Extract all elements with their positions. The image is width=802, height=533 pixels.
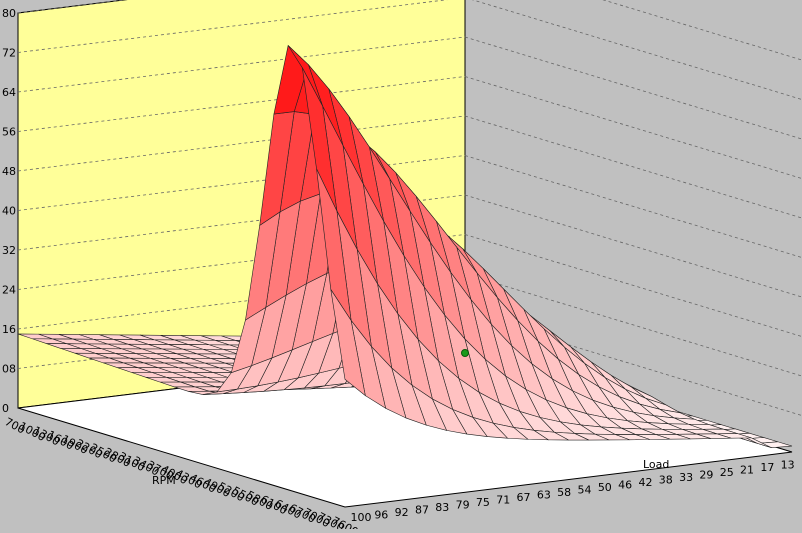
- z-gridline-right: [464, 36, 802, 140]
- rpm-axis-label: RPM: [152, 474, 176, 487]
- load-tick-label: 83: [435, 501, 449, 514]
- z-tick-label: 0: [2, 402, 9, 415]
- load-tick-label: 13: [781, 459, 795, 472]
- load-tick-label: 42: [638, 476, 652, 489]
- load-tick-label: 63: [537, 489, 551, 502]
- z-tick-label: 24: [2, 284, 16, 297]
- z-gridline-right: [464, 194, 802, 298]
- load-tick-label: 58: [557, 486, 571, 499]
- load-tick-label: 87: [415, 504, 429, 517]
- z-gridline-right: [464, 234, 802, 337]
- z-tick-label: 56: [2, 126, 16, 139]
- load-axis-label: Load: [643, 458, 669, 471]
- load-tick-label: 46: [618, 479, 632, 492]
- load-tick-label: 38: [659, 474, 673, 487]
- load-tick-label: 54: [578, 484, 592, 497]
- z-tick-label: 16: [2, 323, 16, 336]
- z-tick-label: 80: [2, 7, 16, 20]
- load-tick-label: 67: [517, 491, 531, 504]
- load-tick-label: 25: [720, 466, 734, 479]
- load-tick-label: 33: [679, 471, 693, 484]
- z-gridline-right: [464, 273, 802, 377]
- load-tick-label: 50: [598, 481, 612, 494]
- z-tick-label: 48: [2, 165, 16, 178]
- load-tick-label: 92: [395, 506, 409, 519]
- load-tick-label: 71: [496, 494, 510, 507]
- load-tick-label: 79: [456, 499, 470, 512]
- z-tick-label: 64: [2, 86, 16, 99]
- z-gridline-right: [464, 115, 802, 219]
- load-tick-label: 21: [740, 464, 754, 477]
- z-gridline-right: [602, 0, 802, 61]
- z-gridline-right: [471, 0, 802, 100]
- z-gridline-right: [464, 155, 802, 258]
- z-gridline-right: [464, 313, 802, 416]
- cursor-marker[interactable]: [461, 349, 469, 357]
- z-tick-label: 32: [2, 244, 16, 257]
- z-tick-label: 40: [2, 205, 16, 218]
- load-tick-label: 100: [351, 511, 372, 524]
- z-tick-label: 08: [2, 363, 16, 376]
- surface-cell: [330, 289, 366, 397]
- load-tick-label: 17: [760, 461, 774, 474]
- load-tick-label: 29: [699, 469, 713, 482]
- load-tick-label: 96: [374, 509, 388, 522]
- z-tick-label: 72: [2, 47, 16, 60]
- load-tick-label: 75: [476, 496, 490, 509]
- z-gridline-right: [464, 76, 802, 179]
